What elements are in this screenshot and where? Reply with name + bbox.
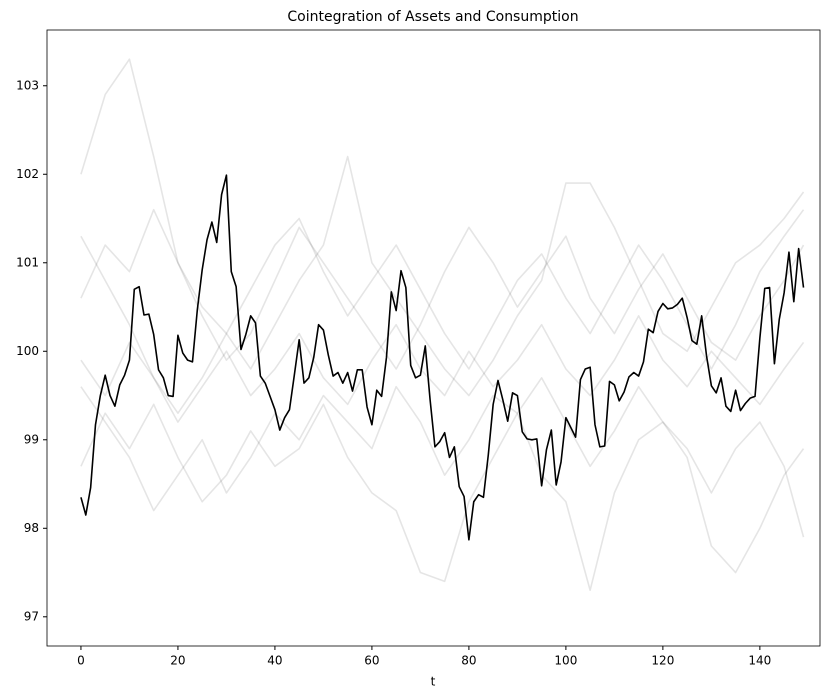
chart-title: Cointegration of Assets and Consumption [287, 9, 578, 25]
series-line [80, 174, 805, 541]
x-tick-label: 140 [748, 654, 771, 668]
y-tick-label: 98 [24, 521, 39, 535]
y-tick-label: 99 [24, 432, 39, 446]
x-tick-label: 20 [170, 654, 185, 668]
series-line [80, 208, 805, 370]
x-tick-label: 60 [364, 654, 379, 668]
y-tick-label: 102 [16, 167, 39, 181]
plot-frame [46, 29, 821, 647]
x-tick-label: 40 [267, 654, 282, 668]
x-tick-label: 80 [461, 654, 476, 668]
x-axis-label: t [431, 675, 436, 689]
y-tick-label: 97 [24, 609, 39, 623]
y-tick-label: 100 [16, 344, 39, 358]
y-tick-label: 101 [16, 255, 39, 269]
x-tick-label: 120 [651, 654, 674, 668]
series-line [80, 315, 805, 423]
series-line [80, 377, 805, 583]
series-line [80, 209, 805, 415]
x-tick-label: 100 [554, 654, 577, 668]
series-line [80, 58, 805, 397]
series-line [80, 385, 805, 592]
y-tick-label: 103 [16, 78, 39, 92]
x-tick-label: 0 [77, 654, 85, 668]
